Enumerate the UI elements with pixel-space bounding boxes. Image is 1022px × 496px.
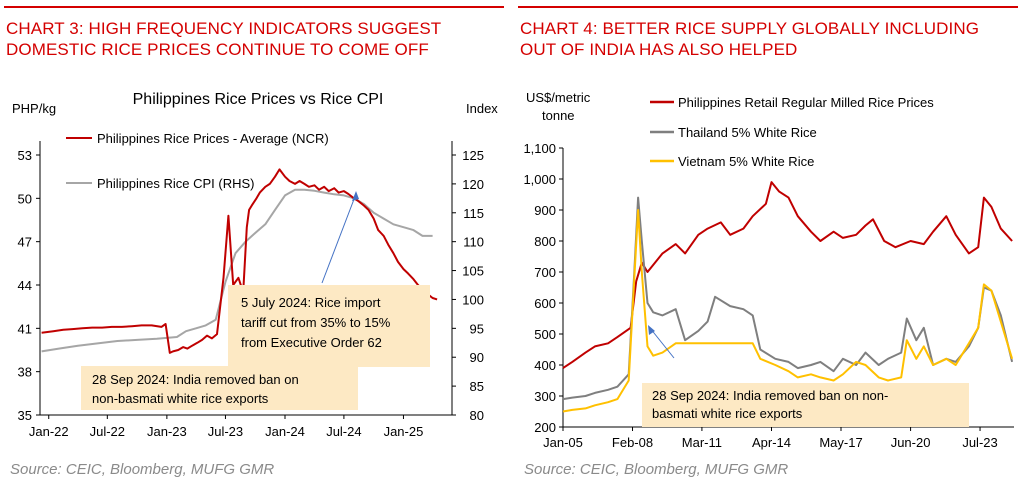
chart3-y-right-tick-label: 125	[462, 148, 484, 163]
chart4-arrow-head	[648, 325, 655, 335]
chart4-svg: US$/metric tonne 200 300 400 500 600 700 800 90…	[523, 90, 1014, 450]
chart3-y-left-tick-label: 35	[18, 408, 32, 423]
chart3-annotation-1-box	[228, 285, 430, 367]
chart4-x-tick-label: Jan-05	[543, 435, 583, 450]
chart4-annotation-arrow	[649, 327, 675, 359]
chart3-x-tick-label: Jul-23	[208, 424, 243, 439]
chart3-y-right-tick-label: 120	[462, 177, 484, 192]
chart4-y-tick-label: 500	[534, 327, 556, 342]
chart3-x-tick-label: Jul-24	[326, 424, 361, 439]
chart3-y-left-tick-label: 50	[18, 191, 32, 206]
chart3-x-tick-label: Jan-22	[29, 424, 69, 439]
chart3-y-left-unit: PHP/kg	[12, 101, 56, 116]
chart4-legend-label-3: Vietnam 5% White Rice	[678, 154, 814, 169]
chart3-y-right-tick-label: 90	[470, 350, 484, 365]
chart4-y-tick-label: 200	[534, 420, 556, 435]
chart3-y-right-unit: Index	[466, 101, 498, 116]
chart4-panel: CHART 4: BETTER RICE SUPPLY GLOBALLY INC…	[514, 0, 1022, 496]
chart4-x-tick-label: May-17	[819, 435, 862, 450]
chart4-annotation-line1: 28 Sep 2024: India removed ban on non-	[652, 388, 888, 403]
chart4-thailand-line	[562, 196, 1014, 401]
chart3-annotation-1-line1: 5 July 2024: Rice import	[241, 295, 381, 310]
chart4-legend-label-1: Philippines Retail Regular Milled Rice P…	[678, 95, 934, 110]
chart4-philippines-line	[562, 181, 1013, 369]
chart3-y-right-tick-label: 115	[463, 206, 484, 221]
chart4-y-tick-label: 1,000	[523, 172, 556, 187]
chart3-source: Source: CEIC, Bloomberg, MUFG GMR	[10, 461, 275, 478]
chart4-y-unit-line1: US$/metric	[526, 90, 591, 105]
chart4-x-tick-label: Apr-14	[752, 435, 791, 450]
chart3-y-left-tick-label: 44	[18, 278, 32, 293]
chart3-legend-label-1: Philippines Rice Prices - Average (NCR)	[97, 131, 329, 146]
chart3-title: Philippines Rice Prices vs Rice CPI	[133, 91, 384, 108]
chart3-y-left-tick-label: 41	[18, 321, 32, 336]
chart3-y-left-tick-label: 38	[18, 365, 32, 380]
header-rule	[4, 6, 504, 8]
chart3-y-left-tick-label: 47	[18, 235, 32, 250]
chart4-y-tick-label: 1,100	[523, 141, 556, 156]
chart4-legend-label-2: Thailand 5% White Rice	[678, 125, 817, 140]
chart4-y-tick-label: 700	[534, 265, 556, 280]
chart3-annotation-2-box	[81, 366, 358, 410]
chart3-x-tick-label: Jul-22	[90, 424, 125, 439]
chart3-y-right-tick-label: 80	[470, 408, 484, 423]
chart3-annotation-1-line2: tariff cut from 35% to 15%	[241, 315, 391, 330]
chart4-y-tick-label: 400	[534, 358, 556, 373]
chart4-x-tick-label: Jun-20	[891, 435, 931, 450]
chart4-y-tick-label: 300	[534, 389, 556, 404]
chart4-x-tick-label: Jul-23	[962, 435, 997, 450]
chart3-price-line	[41, 168, 438, 354]
chart4-header: CHART 4: BETTER RICE SUPPLY GLOBALLY INC…	[520, 19, 980, 59]
chart4-vietnam-line	[562, 209, 1014, 413]
chart3-y-left-tick-label: 53	[18, 148, 32, 163]
chart3-annotation-2-line1: 28 Sep 2024: India removed ban on	[92, 372, 299, 387]
chart3-x-tick-label: Jan-23	[147, 424, 187, 439]
chart3-y-right-tick-label: 85	[470, 379, 484, 394]
chart4-source: Source: CEIC, Bloomberg, MUFG GMR	[524, 461, 789, 478]
chart3-y-right-tick-label: 100	[462, 292, 484, 307]
chart3-y-right-tick-label: 95	[470, 321, 484, 336]
chart3-annotation-1-line3: from Executive Order 62	[241, 335, 382, 350]
chart3-svg: Philippines Rice Prices vs Rice CPI PHP/…	[12, 91, 498, 439]
chart3-arrow-head	[352, 191, 359, 201]
chart4-y-unit-line2: tonne	[542, 108, 575, 123]
chart3-annotation-arrow	[321, 193, 357, 284]
chart4-y-tick-label: 600	[534, 296, 556, 311]
chart3-legend-label-2: Philippines Rice CPI (RHS)	[97, 176, 255, 191]
chart3-y-right-tick-label: 105	[462, 264, 484, 279]
chart3-header: CHART 3: HIGH FREQUENCY INDICATORS SUGGE…	[6, 19, 441, 59]
chart3-y-right-tick-label: 110	[463, 235, 484, 250]
chart3-x-tick-label: Jan-25	[384, 424, 424, 439]
chart3-panel: CHART 3: HIGH FREQUENCY INDICATORS SUGGE…	[0, 0, 508, 496]
chart3-annotation-2-line2: non-basmati white rice exports	[92, 391, 269, 406]
chart4-y-tick-label: 900	[534, 203, 556, 218]
chart4-annotation-box	[642, 383, 969, 427]
chart4-annotation-line2: basmati white rice exports	[652, 406, 803, 421]
chart4-y-tick-label: 800	[534, 234, 556, 249]
chart4-x-tick-label: Feb-08	[612, 435, 653, 450]
chart3-x-tick-label: Jan-24	[265, 424, 305, 439]
chart3-cpi-line	[41, 188, 433, 353]
header-rule	[518, 6, 1018, 8]
chart4-x-tick-label: Mar-11	[682, 435, 722, 450]
